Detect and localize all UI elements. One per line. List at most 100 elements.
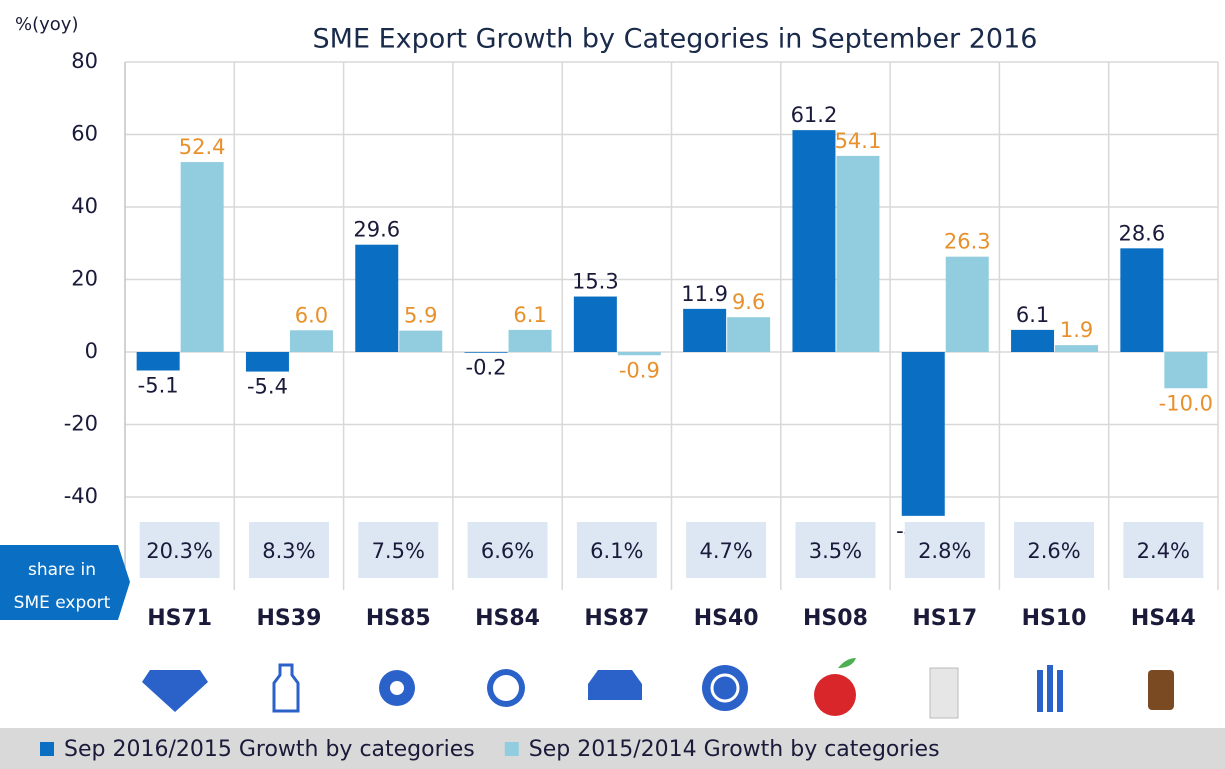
share-title: share in [28,560,96,580]
x-tick-label: HS87 [584,606,649,631]
x-tick-label: HS40 [694,606,759,631]
y-tick-label: 0 [85,339,98,363]
share-box [795,522,876,578]
share-box [248,522,329,578]
legend-label: Sep 2015/2014 Growth by categories [529,737,940,762]
y-tick-label: 40 [71,194,98,218]
y-tick-label: -20 [64,412,98,436]
icon [814,674,856,716]
share-label: 3.5% [809,539,862,563]
bar [355,244,399,352]
bar [1011,329,1055,352]
y-tick-label: 60 [71,122,98,146]
share-label: 20.3% [146,539,213,563]
bar [136,352,180,371]
bar [399,330,443,352]
share-row: share in SME export 20.3% HS71 8.3% HS39 7.5… [0,522,1204,631]
icon [588,670,642,700]
value-label: -5.1 [138,373,179,397]
share-box [686,522,767,578]
y-axis-label: %(yoy) [15,14,78,35]
bar [792,130,836,352]
x-tick-label: HS71 [147,606,212,631]
legend-background [0,728,1225,769]
value-label: 26.3 [944,230,991,254]
icon [1037,665,1063,712]
legend-swatch [40,742,54,756]
x-tick-label: HS85 [366,606,431,631]
share-label: 2.6% [1027,539,1080,563]
bar [180,162,224,352]
icon [142,670,208,712]
bar [901,352,945,516]
share-label: 6.6% [481,539,534,563]
value-label: 28.6 [1118,221,1165,245]
share-label: 7.5% [372,539,425,563]
value-label: 6.1 [1016,303,1049,327]
icon [390,681,404,695]
share-box [576,522,657,578]
x-tick-label: HS39 [257,606,322,631]
icon [1148,670,1174,710]
value-label: -5.4 [247,375,288,399]
legend: Sep 2016/2015 Growth by categories Sep 20… [40,737,940,762]
bar [836,155,880,352]
value-label: 61.2 [791,103,838,127]
icon [838,658,856,668]
value-label: 5.9 [404,304,437,328]
bar [245,352,289,372]
share-title: SME export [14,593,111,613]
bar [508,329,552,352]
value-label: -0.2 [466,356,507,380]
x-tick-label: HS10 [1022,606,1087,631]
legend-swatch [504,742,519,756]
icon [702,665,748,711]
bar [727,317,771,352]
share-box [904,522,985,578]
value-label: -10.0 [1159,391,1213,415]
share-box [1123,522,1204,578]
bar [617,352,661,356]
share-tag [0,545,130,620]
share-box [467,522,548,578]
bar [1164,352,1208,389]
plot-area: -40 -20 0 20 40 60 80 -5.1 52.4 -5.4 6.0 29.6 5.9 -0.… [64,49,1219,590]
value-label: 15.3 [572,270,619,294]
bar [464,352,508,353]
value-label: 1.9 [1060,318,1093,342]
value-label: 11.9 [681,282,728,306]
share-box [358,522,439,578]
value-label: 6.1 [513,303,546,327]
bar [289,330,333,352]
share-label: 2.8% [918,539,971,563]
y-tick-label: 80 [71,49,98,73]
value-label: 6.0 [295,303,328,327]
share-label: 2.4% [1137,539,1190,563]
value-label: -0.9 [619,358,660,382]
chart-title: SME Export Growth by Categories in Septe… [313,24,1038,55]
share-label: 6.1% [590,539,643,563]
legend-label: Sep 2016/2015 Growth by categories [64,737,475,762]
bar [1120,248,1164,352]
share-title-line: SME export [14,593,111,613]
share-box [139,522,220,578]
share-label: 8.3% [262,539,315,563]
share-title-line: share in [28,560,96,580]
value-label: 54.1 [835,129,882,153]
x-tick-label: HS17 [912,606,977,631]
bar [683,308,727,352]
value-label: 29.6 [353,218,400,242]
value-label: 9.6 [732,290,765,314]
x-tick-label: HS08 [803,606,868,631]
icon [272,663,300,713]
share-box [1014,522,1095,578]
icons [142,658,1174,719]
icon [929,667,959,719]
bar [573,296,617,352]
bar [1055,345,1099,352]
icon [710,673,740,703]
icon [493,675,519,701]
value-label: 52.4 [179,135,226,159]
share-label: 4.7% [699,539,752,563]
